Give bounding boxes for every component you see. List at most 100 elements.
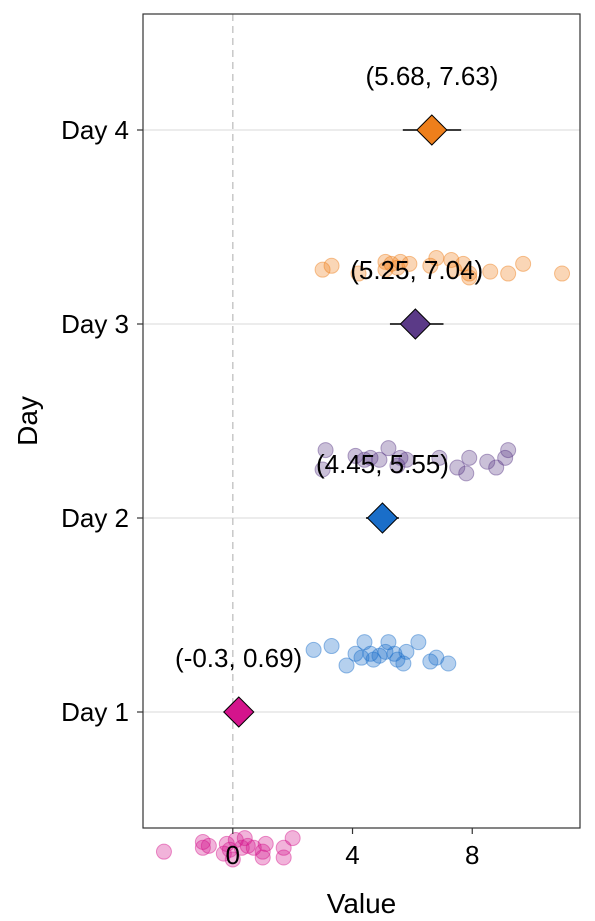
data-point [431, 449, 448, 466]
jittered-points [155, 250, 571, 868]
mean-ci-markers: (-0.3, 0.69) (4.45, 5.55) (5.25, 7.04) (5.6… [175, 61, 498, 728]
data-point [440, 655, 457, 672]
data-point [389, 457, 406, 474]
data-point [458, 465, 475, 482]
ci-label: (5.25, 7.04) [350, 255, 483, 285]
mean-diamond [399, 308, 432, 340]
y-tick-label: Day 2 [61, 503, 129, 533]
data-point [461, 449, 478, 466]
data-point [362, 645, 379, 662]
data-point [443, 251, 460, 268]
mean-diamond [416, 114, 448, 146]
data-point [215, 845, 232, 862]
data-point [224, 851, 241, 868]
data-point [497, 449, 514, 466]
y-tick-label: Day 1 [61, 697, 129, 727]
data-point [377, 253, 394, 270]
data-point [479, 453, 496, 470]
x-tick-label: 0 [226, 840, 240, 870]
data-point [194, 839, 211, 856]
data-point [428, 649, 445, 666]
data-point [383, 255, 400, 272]
data-point [401, 255, 418, 272]
data-point [338, 657, 355, 674]
y-tick-label: Day 4 [61, 115, 129, 145]
x-tick-label: 4 [345, 840, 359, 870]
data-point [221, 841, 238, 858]
mean-diamond [223, 696, 255, 728]
data-point [422, 653, 439, 670]
data-point [380, 634, 397, 651]
ci-label: (-0.3, 0.69) [175, 643, 302, 673]
mean-diamond [366, 502, 399, 534]
data-point [236, 830, 253, 847]
data-point [389, 259, 406, 276]
data-point [275, 849, 292, 866]
data-point [245, 839, 262, 856]
data-point [239, 837, 256, 854]
data-point [347, 447, 364, 464]
plot-border [142, 13, 581, 829]
data-point [422, 257, 439, 274]
data-point [371, 647, 388, 664]
data-point [155, 843, 172, 860]
data-point [323, 638, 340, 655]
data-point [395, 655, 412, 672]
data-point [317, 442, 334, 459]
data-point [356, 634, 373, 651]
data-point [389, 651, 406, 668]
data-point [554, 265, 571, 282]
data-point [392, 253, 409, 270]
data-point [455, 255, 472, 272]
data-point [323, 257, 340, 274]
y-tick-label: Day 3 [61, 309, 129, 339]
data-point [284, 830, 301, 847]
data-point [428, 250, 445, 267]
data-point [377, 643, 394, 660]
data-point [233, 839, 250, 856]
data-point [446, 261, 463, 278]
data-point [386, 645, 403, 662]
data-point [449, 459, 466, 476]
data-point [515, 255, 532, 272]
data-point [254, 849, 271, 866]
data-point [377, 261, 394, 278]
data-point [371, 451, 388, 468]
x-tick-label: 8 [465, 840, 479, 870]
data-point [200, 837, 217, 854]
data-point [350, 265, 367, 282]
data-point [365, 651, 382, 668]
data-point [305, 641, 322, 658]
data-point [314, 261, 331, 278]
data-point [356, 451, 373, 468]
x-axis: 0 4 8 [226, 828, 479, 870]
data-point [410, 634, 427, 651]
y-axis-title: Day [12, 396, 43, 446]
data-point [461, 265, 478, 282]
data-point [392, 449, 409, 466]
data-point [398, 643, 415, 660]
data-point [254, 843, 271, 860]
data-point [500, 442, 517, 459]
ci-label: (4.45, 5.55) [316, 449, 449, 479]
grid-lines [143, 129, 580, 713]
data-point [353, 649, 370, 666]
data-point [218, 835, 235, 852]
data-point [194, 833, 211, 850]
data-point [275, 839, 292, 856]
x-axis-title: Value [327, 888, 397, 919]
data-point [398, 451, 415, 468]
data-point [314, 461, 331, 478]
data-point [461, 269, 478, 286]
data-point [362, 449, 379, 466]
data-point [482, 263, 499, 280]
ci-label: (5.68, 7.63) [365, 61, 498, 91]
data-point [488, 459, 505, 476]
data-point [380, 440, 397, 457]
y-axis: Day 1 Day 2 Day 3 Day 4 [61, 115, 143, 727]
data-point [500, 265, 517, 282]
plot-background [143, 14, 580, 828]
data-point [347, 645, 364, 662]
data-point [257, 835, 274, 852]
